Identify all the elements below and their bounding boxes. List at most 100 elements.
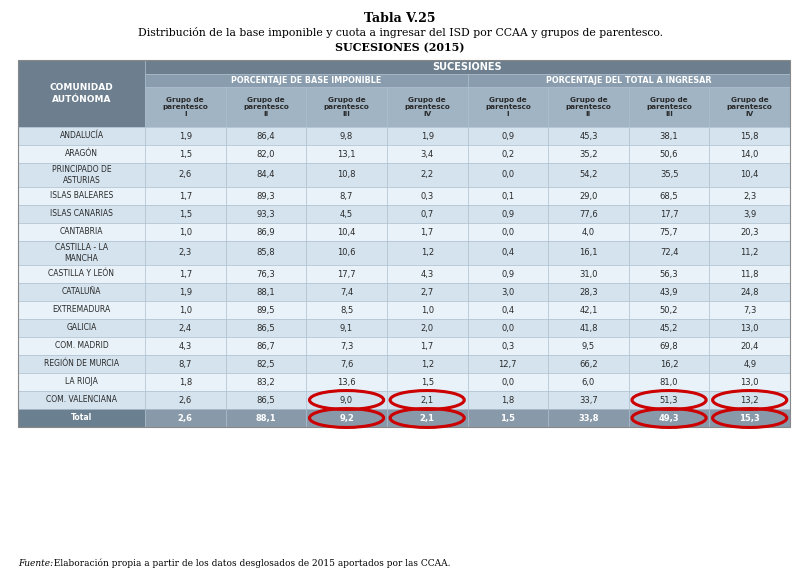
Text: 9,1: 9,1 [340, 324, 353, 332]
Bar [710, 163, 790, 187]
Text: 76,3: 76,3 [257, 270, 275, 279]
Bar [306, 283, 387, 301]
Text: 35,5: 35,5 [660, 170, 678, 180]
Bar [145, 409, 226, 427]
Bar [145, 373, 226, 391]
Bar [387, 301, 467, 319]
Text: Grupo de
parentesco
II: Grupo de parentesco II [243, 97, 289, 118]
Text: 10,6: 10,6 [338, 248, 356, 257]
Text: 68,5: 68,5 [660, 191, 678, 200]
Text: 72,4: 72,4 [660, 248, 678, 257]
Text: 88,1: 88,1 [256, 414, 276, 423]
Text: 1,7: 1,7 [421, 342, 434, 351]
Bar [467, 145, 548, 163]
Text: Grupo de
parentesco
II: Grupo de parentesco II [566, 97, 611, 118]
Text: 1,8: 1,8 [501, 396, 514, 404]
Text: 86,7: 86,7 [257, 342, 275, 351]
Text: 0,4: 0,4 [502, 305, 514, 314]
Bar [18, 145, 145, 163]
Text: 13,0: 13,0 [741, 324, 759, 332]
Text: 1,0: 1,0 [421, 305, 434, 314]
Bar [629, 373, 710, 391]
Bar [710, 87, 790, 127]
Bar [18, 283, 145, 301]
Text: 0,9: 0,9 [502, 270, 514, 279]
Text: 2,1: 2,1 [420, 414, 434, 423]
Bar [145, 87, 226, 127]
Bar [18, 60, 145, 127]
Bar [387, 373, 467, 391]
Bar [145, 241, 226, 265]
Text: 2,4: 2,4 [178, 324, 192, 332]
Bar [467, 337, 548, 355]
Bar [467, 373, 548, 391]
Bar [226, 223, 306, 241]
Bar [548, 283, 629, 301]
Text: CASTILLA Y LEÓN: CASTILLA Y LEÓN [49, 270, 114, 279]
Bar [467, 391, 548, 409]
Bar [467, 223, 548, 241]
Text: Grupo de
parentesco
III: Grupo de parentesco III [324, 97, 370, 118]
Text: 54,2: 54,2 [579, 170, 598, 180]
Bar [629, 283, 710, 301]
Bar [548, 409, 629, 427]
Bar [18, 265, 145, 283]
Text: 49,3: 49,3 [658, 414, 679, 423]
Text: 0,3: 0,3 [421, 191, 434, 200]
Text: GALICIA: GALICIA [66, 324, 97, 332]
Text: Elaboración propia a partir de los datos desglosados de 2015 aportados por las C: Elaboración propia a partir de los datos… [48, 559, 450, 568]
Bar [18, 187, 145, 205]
Bar [226, 373, 306, 391]
Bar [387, 337, 467, 355]
Bar [306, 355, 387, 373]
Text: COM. MADRID: COM. MADRID [54, 342, 108, 351]
Text: Grupo de
parentesco
IV: Grupo de parentesco IV [404, 97, 450, 118]
Text: 9,8: 9,8 [340, 131, 353, 141]
Text: Grupo de
parentesco
I: Grupo de parentesco I [162, 97, 208, 118]
Bar [18, 205, 145, 223]
Bar [145, 74, 467, 87]
Text: 4,5: 4,5 [340, 210, 353, 218]
Bar [710, 301, 790, 319]
Bar [710, 283, 790, 301]
Text: 0,0: 0,0 [502, 377, 514, 386]
Text: 4,3: 4,3 [421, 270, 434, 279]
Bar [145, 337, 226, 355]
Text: 66,2: 66,2 [579, 359, 598, 369]
Bar [145, 163, 226, 187]
Text: COMUNIDAD
AUTÓNOMA: COMUNIDAD AUTÓNOMA [50, 84, 114, 104]
Bar [306, 145, 387, 163]
Bar [629, 409, 710, 427]
Text: Grupo de
parentesco
III: Grupo de parentesco III [646, 97, 692, 118]
Bar [710, 127, 790, 145]
Text: 1,9: 1,9 [421, 131, 434, 141]
Bar [387, 391, 467, 409]
Bar [226, 87, 306, 127]
Text: 1,5: 1,5 [421, 377, 434, 386]
Text: Tabla V.25: Tabla V.25 [364, 12, 436, 25]
Bar [18, 373, 145, 391]
Text: 16,2: 16,2 [660, 359, 678, 369]
Bar [548, 301, 629, 319]
Text: 1,7: 1,7 [421, 228, 434, 237]
Text: 83,2: 83,2 [257, 377, 275, 386]
Text: 2,6: 2,6 [178, 170, 192, 180]
Text: 1,7: 1,7 [178, 270, 192, 279]
Text: 0,0: 0,0 [502, 170, 514, 180]
Text: 85,8: 85,8 [257, 248, 275, 257]
Bar [629, 127, 710, 145]
Bar [629, 163, 710, 187]
Bar [306, 87, 387, 127]
Text: 56,3: 56,3 [660, 270, 678, 279]
Text: 2,1: 2,1 [421, 396, 434, 404]
Text: 81,0: 81,0 [660, 377, 678, 386]
Bar [226, 241, 306, 265]
Text: 7,3: 7,3 [340, 342, 354, 351]
Text: 86,4: 86,4 [257, 131, 275, 141]
Bar [387, 127, 467, 145]
Text: 2,0: 2,0 [421, 324, 434, 332]
Bar [18, 319, 145, 337]
Bar [629, 241, 710, 265]
Bar [387, 163, 467, 187]
Bar [467, 355, 548, 373]
